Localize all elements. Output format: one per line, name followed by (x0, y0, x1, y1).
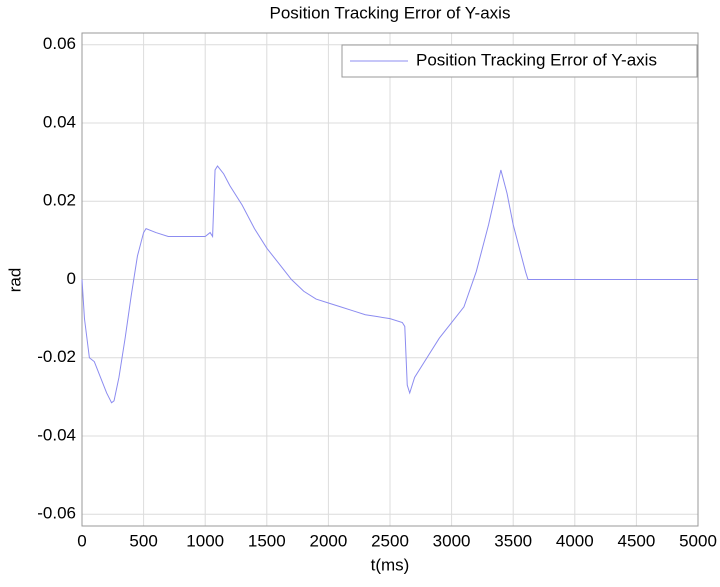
x-tick-label: 3500 (494, 531, 532, 550)
x-tick-label: 5000 (679, 531, 717, 550)
x-tick-label: 500 (129, 531, 157, 550)
x-tick-label: 2500 (371, 531, 409, 550)
x-tick-label: 4000 (556, 531, 594, 550)
y-tick-label: -0.04 (37, 425, 76, 444)
x-tick-label: 0 (77, 531, 86, 550)
y-tick-label: 0.04 (43, 112, 76, 131)
y-tick-label: -0.02 (37, 347, 76, 366)
chart-title: Position Tracking Error of Y-axis (270, 3, 511, 22)
data-line (81, 165, 698, 404)
y-axis-label: rad (5, 268, 24, 293)
x-tick-label: 2000 (309, 531, 347, 550)
y-tick-label: 0 (67, 269, 76, 288)
y-tick-label: 0.06 (43, 34, 76, 53)
y-tick-label: -0.06 (37, 504, 76, 523)
x-axis-label: t(ms) (371, 555, 410, 574)
y-tick-label: 0.02 (43, 191, 76, 210)
x-tick-label: 1500 (248, 531, 286, 550)
x-tick-label: 1000 (186, 531, 224, 550)
legend-label: Position Tracking Error of Y-axis (416, 50, 657, 69)
x-tick-label: 3000 (433, 531, 471, 550)
x-tick-label: 4500 (617, 531, 655, 550)
